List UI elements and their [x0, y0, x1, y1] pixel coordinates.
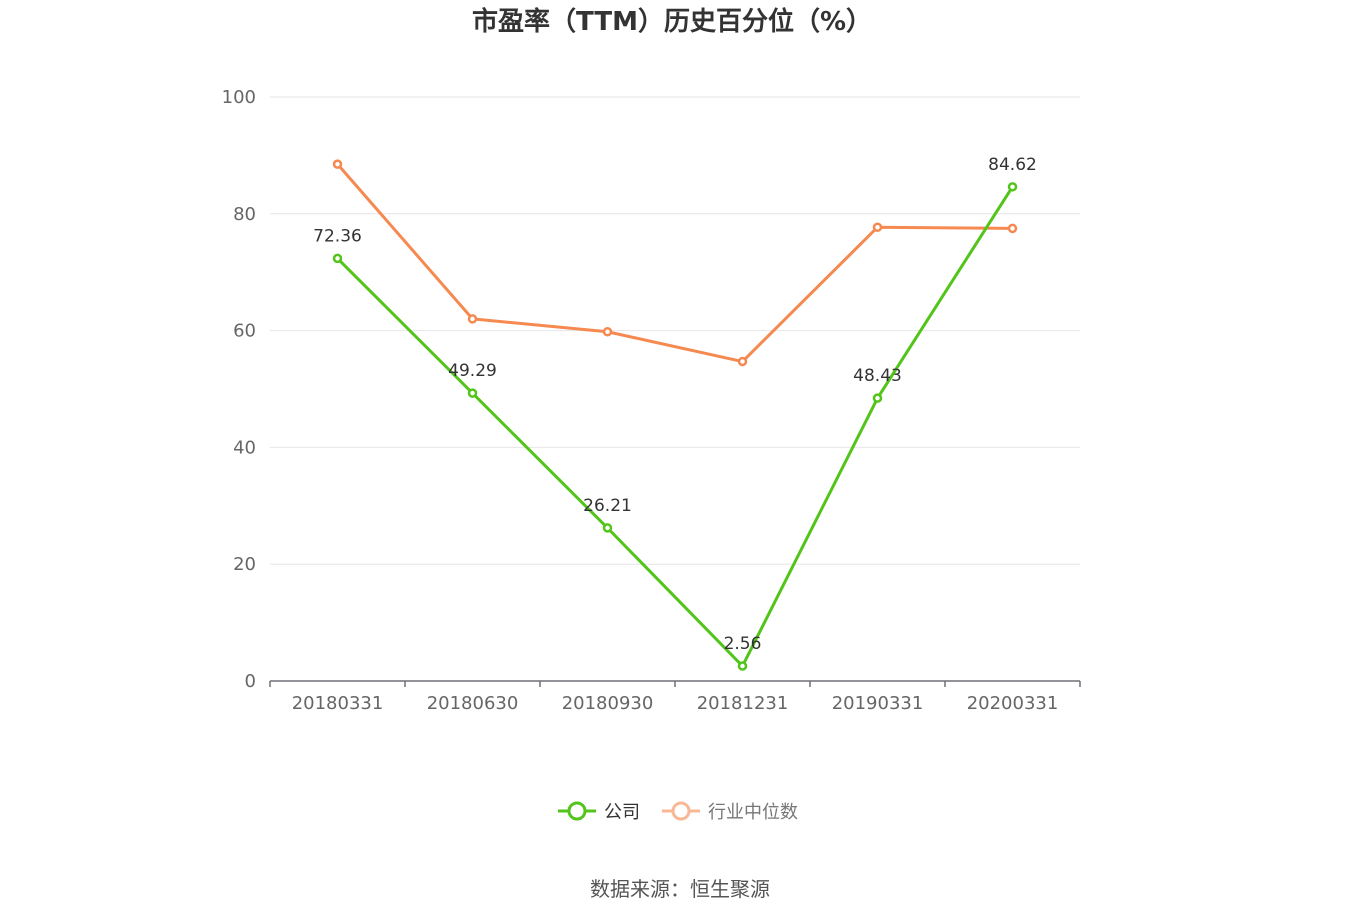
legend-marker-0 — [567, 801, 587, 821]
series-point-1 — [602, 327, 613, 337]
x-axis: 20180331 20180630 20180930 20181231 20190331… — [269, 680, 1081, 714]
y-tick-label: 80 — [233, 204, 256, 225]
x-tick-label: 20190331 — [832, 693, 924, 714]
series-group — [332, 159, 1018, 671]
y-tick-label: 40 — [233, 437, 256, 458]
y-axis: 0 20 40 60 80 100 — [222, 87, 256, 692]
y-tick-label: 0 — [245, 671, 256, 692]
data-labels: 72.36 49.29 26.21 2.56 48.43 84.62 — [313, 155, 1037, 654]
x-tick-label: 20200331 — [967, 693, 1059, 714]
data-label: 72.36 — [313, 226, 362, 246]
x-tick-label: 20180331 — [292, 693, 384, 714]
chart-title: 市盈率（TTM）历史百分位（%） — [472, 6, 872, 37]
series-point-1 — [332, 159, 343, 169]
data-label: 26.21 — [583, 496, 632, 516]
legend-label-0: 公司 — [604, 802, 640, 823]
x-tick-label: 20180930 — [562, 693, 654, 714]
legend: 公司 行业中位数 — [558, 801, 798, 823]
series-line-1 — [336, 163, 1013, 364]
series-point-1 — [1007, 223, 1018, 234]
y-tick-label: 20 — [233, 554, 256, 575]
x-tick-label: 20181231 — [697, 693, 789, 714]
data-label: 49.29 — [448, 361, 497, 381]
series-line-0 — [336, 186, 1014, 668]
data-label: 2.56 — [724, 634, 762, 654]
series-point-0 — [1007, 182, 1018, 192]
legend-label-1: 行业中位数 — [708, 802, 798, 823]
series-point-0 — [332, 253, 343, 264]
x-tick-label: 20180630 — [427, 693, 519, 714]
series-point-1 — [872, 222, 883, 232]
data-label: 48.43 — [853, 366, 902, 386]
legend-marker-1 — [671, 801, 691, 821]
y-tick-label: 100 — [222, 87, 256, 108]
series-point-1 — [467, 314, 478, 324]
series-point-0 — [467, 388, 478, 398]
source-text: 数据来源：恒生聚源 — [590, 877, 770, 901]
grid-lines — [270, 96, 1080, 565]
series-point-0 — [602, 523, 613, 533]
series-point-0 — [737, 661, 748, 671]
series-point-1 — [737, 356, 748, 367]
y-tick-label: 60 — [233, 321, 256, 342]
data-label: 84.62 — [988, 155, 1037, 175]
series-point-0 — [872, 393, 883, 403]
